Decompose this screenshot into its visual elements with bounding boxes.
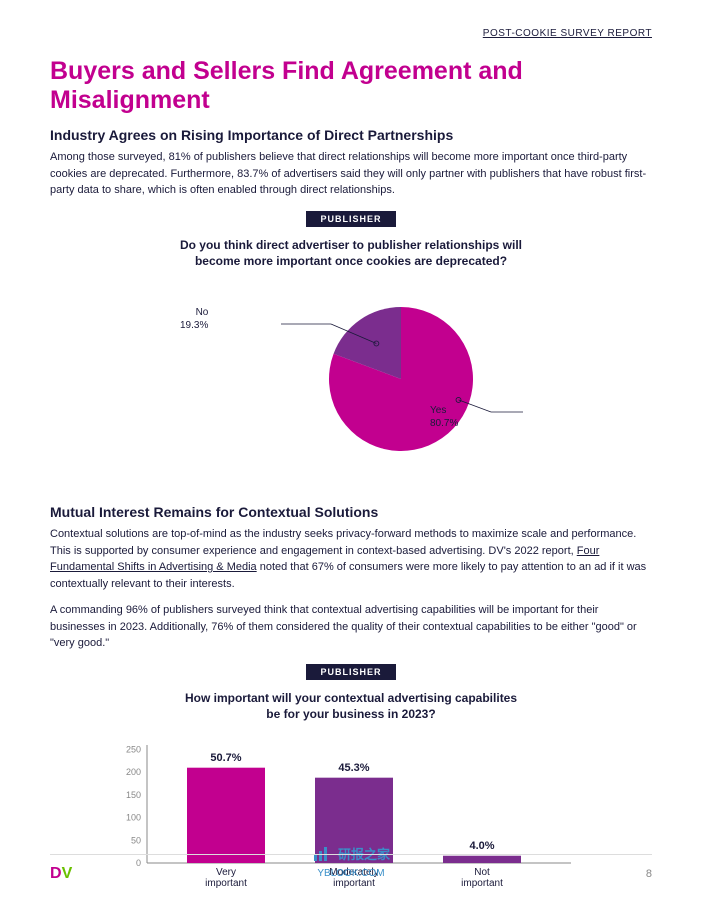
footer: DV 8 bbox=[50, 854, 652, 883]
bar-chart-title: How important will your contextual adver… bbox=[50, 690, 652, 724]
publisher-badge-1: PUBLISHER bbox=[306, 211, 395, 227]
svg-text:150: 150 bbox=[126, 790, 141, 800]
logo-v: V bbox=[62, 865, 73, 882]
svg-text:250: 250 bbox=[126, 745, 141, 755]
bar-value-label: 50.7% bbox=[186, 752, 266, 764]
pie-chart: No19.3% Yes80.7% bbox=[50, 284, 652, 484]
svg-text:200: 200 bbox=[126, 767, 141, 777]
badge-wrap-1: PUBLISHER bbox=[50, 209, 652, 227]
bar-title-l2: be for your business in 2023? bbox=[266, 707, 435, 721]
section1-body: Among those surveyed, 81% of publishers … bbox=[50, 149, 652, 199]
badge-wrap-2: PUBLISHER bbox=[50, 662, 652, 680]
pie-label-yes: Yes80.7% bbox=[430, 404, 458, 430]
bar-title-l1: How important will your contextual adver… bbox=[185, 691, 517, 705]
logo-d: D bbox=[50, 865, 62, 882]
pie-label-no: No19.3% bbox=[180, 306, 208, 332]
page-title: Buyers and Sellers Find Agreement and Mi… bbox=[50, 57, 652, 115]
section2-subtitle: Mutual Interest Remains for Contextual S… bbox=[50, 504, 652, 520]
section2-body1: Contextual solutions are top-of-mind as … bbox=[50, 526, 652, 592]
pie-chart-title: Do you think direct advertiser to publis… bbox=[50, 237, 652, 271]
body1-pre: Contextual solutions are top-of-mind as … bbox=[50, 528, 636, 557]
section2-body2: A commanding 96% of publishers surveyed … bbox=[50, 602, 652, 652]
bar-value-label: 45.3% bbox=[314, 762, 394, 774]
pie-svg bbox=[171, 284, 531, 474]
bar-value-label: 4.0% bbox=[442, 840, 522, 852]
section1-subtitle: Industry Agrees on Rising Importance of … bbox=[50, 127, 652, 143]
pie-title-l2: become more important once cookies are d… bbox=[195, 254, 507, 268]
pie-title-l1: Do you think direct advertiser to publis… bbox=[180, 238, 522, 252]
logo-dv: DV bbox=[50, 865, 72, 883]
publisher-badge-2: PUBLISHER bbox=[306, 664, 395, 680]
svg-text:50: 50 bbox=[131, 835, 141, 845]
header-label: POST-COOKIE SURVEY REPORT bbox=[50, 28, 652, 39]
svg-text:100: 100 bbox=[126, 813, 141, 823]
page-number: 8 bbox=[646, 868, 652, 880]
